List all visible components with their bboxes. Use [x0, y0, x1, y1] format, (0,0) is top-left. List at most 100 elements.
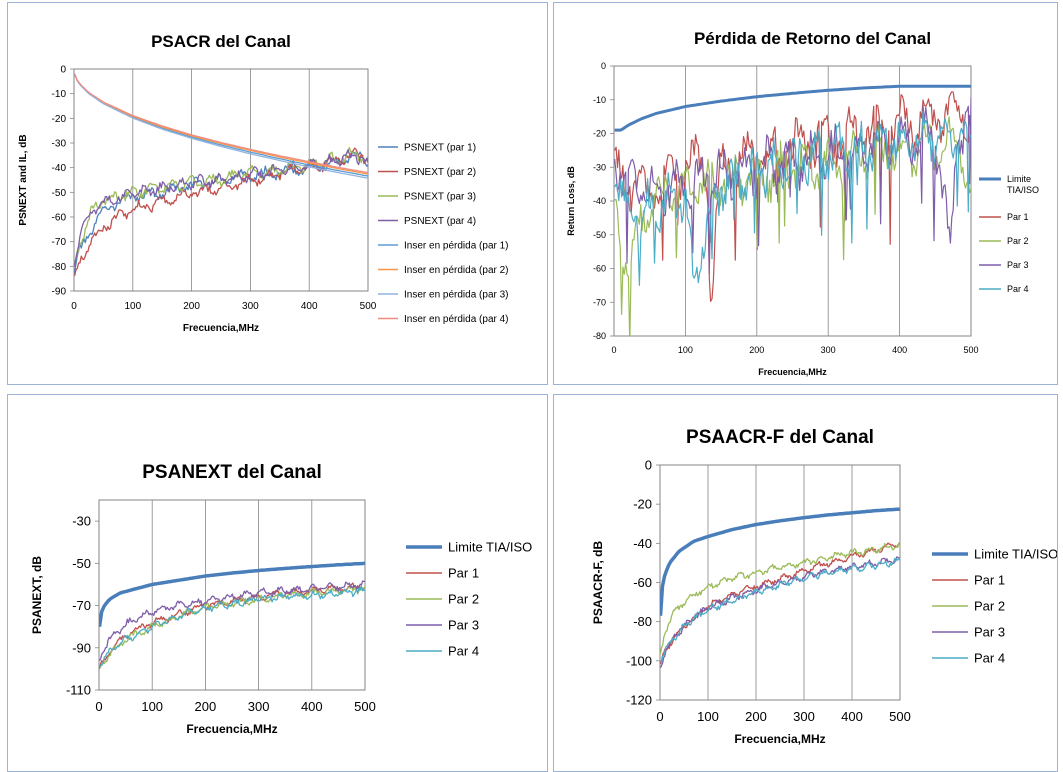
series-line	[99, 580, 365, 661]
plot-area	[73, 68, 369, 292]
y-tick-label: -80	[633, 614, 652, 629]
x-axis-label: Frecuencia,MHz	[758, 367, 827, 377]
y-tick-label: -40	[593, 196, 606, 206]
y-axis-label: PSANEXT, dB	[30, 556, 44, 634]
legend-label: PSNEXT (par 4)	[404, 216, 476, 227]
chart-panel-psanext: PSANEXT del Canal 0 100 200 300 400 500 -30 -50 -…	[7, 394, 548, 772]
y-tick-label: 0	[645, 458, 652, 473]
y-tick-label: -90	[52, 287, 67, 298]
y-tick-label: -110	[66, 683, 91, 698]
legend-label: PSNEXT (par 1)	[404, 143, 476, 154]
legend-label: Par 4	[448, 644, 479, 659]
series-line	[74, 73, 368, 174]
y-tick-label: -20	[593, 129, 606, 139]
legend-label: Inser en pérdida (par 3)	[404, 290, 509, 301]
chart-panel-psaacr-f: PSAACR-F del Canal 0 100 200 300 400 500 0 -20 -4…	[553, 394, 1058, 772]
legend-label: Par 3	[448, 618, 479, 633]
y-tick-label: -120	[626, 693, 652, 708]
series-line	[660, 557, 900, 663]
y-tick-label: -20	[633, 497, 652, 512]
y-tick-label: -30	[593, 162, 606, 172]
legend-label: Par 1	[974, 573, 1005, 588]
series-line	[614, 110, 971, 286]
legend-label: Par 4	[974, 651, 1005, 666]
y-tick-label: 0	[601, 61, 606, 71]
series-line	[99, 561, 365, 627]
x-tick-label: 200	[195, 699, 217, 714]
series-line	[614, 116, 971, 336]
legend-label: PSNEXT (par 3)	[404, 192, 476, 203]
legend-label: Limite TIA/ISO	[1007, 174, 1039, 195]
psaacr-f-chart: PSAACR-F del Canal 0 100 200 300 400 500 0 -20 -4…	[591, 427, 1057, 746]
x-tick-label: 100	[678, 345, 693, 355]
chart-title: PSAACR-F del Canal	[686, 427, 874, 448]
y-tick-label: -70	[593, 297, 606, 307]
legend-label: Par 2	[974, 599, 1005, 614]
x-tick-label: 200	[745, 709, 767, 724]
series-line	[660, 542, 900, 665]
legend-label: Par 3	[974, 625, 1005, 640]
legend-label: Limite TIA/ISO	[448, 540, 532, 555]
y-axis-label: PSNEXT and IL, dB	[18, 134, 29, 225]
x-axis-label: Frecuencia,MHz	[734, 732, 825, 746]
y-tick-label: -100	[626, 653, 652, 668]
x-tick-label: 500	[354, 699, 376, 714]
y-tick-label: -70	[52, 237, 67, 248]
x-tick-label: 400	[892, 345, 907, 355]
x-tick-label: 100	[124, 301, 141, 312]
legend-label: Par 1	[1007, 212, 1029, 222]
return-loss-chart: Pérdida de Retorno del Canal 0 100 200 300 40…	[566, 29, 1039, 377]
x-axis-label: Frecuencia,MHz	[186, 722, 277, 736]
x-tick-label: 300	[821, 345, 836, 355]
legend-label: Par 3	[1007, 260, 1029, 270]
legend-label: Inser en pérdida (par 4)	[404, 314, 509, 325]
chart-panel-psacr: PSACR del Canal 0 100 200 300 400 500 0 -10 -20 -3…	[7, 2, 548, 385]
series-line	[660, 556, 900, 668]
y-tick-label: -10	[52, 89, 67, 100]
x-tick-label: 500	[963, 345, 978, 355]
y-axis-label: Return Loss, dB	[566, 166, 576, 236]
series-line	[614, 97, 971, 275]
psacr-chart: PSACR del Canal 0 100 200 300 400 500 0 -10 -20 -3…	[18, 32, 509, 334]
y-tick-label: -90	[72, 640, 91, 655]
y-tick-label: -30	[52, 139, 67, 150]
y-tick-label: -30	[72, 514, 91, 529]
series-line	[660, 542, 900, 654]
x-tick-label: 500	[889, 709, 911, 724]
y-tick-label: -50	[52, 188, 67, 199]
y-tick-label: -10	[593, 95, 606, 105]
series-line	[74, 73, 368, 177]
series-line	[74, 73, 368, 179]
chart-title: Pérdida de Retorno del Canal	[694, 29, 931, 48]
x-axis-label: Frecuencia,MHz	[183, 323, 259, 334]
x-tick-label: 400	[301, 301, 318, 312]
y-tick-label: -50	[72, 556, 91, 571]
series-line	[614, 84, 971, 132]
y-tick-label: 0	[60, 65, 66, 76]
series-line	[74, 73, 368, 175]
legend-label: Inser en pérdida (par 2)	[404, 265, 509, 276]
series-line	[660, 507, 900, 616]
x-tick-label: 200	[749, 345, 764, 355]
x-tick-label: 300	[242, 301, 259, 312]
x-tick-label: 500	[360, 301, 377, 312]
y-axis-label: PSAACR-F, dB	[591, 541, 605, 625]
chart-title: PSANEXT del Canal	[142, 462, 322, 483]
legend-label: Inser en pérdida (par 1)	[404, 241, 509, 252]
x-tick-label: 400	[301, 699, 323, 714]
x-tick-label: 400	[841, 709, 863, 724]
legend-label: Par 4	[1007, 284, 1029, 294]
psanext-chart: PSANEXT del Canal 0 100 200 300 400 500 -30 -50 -…	[30, 462, 532, 736]
legend-label: Limite TIA/ISO	[974, 547, 1057, 562]
y-tick-label: -40	[52, 163, 67, 174]
legend-label: Par 2	[1007, 236, 1029, 246]
x-tick-label: 300	[793, 709, 815, 724]
y-tick-label: -50	[593, 230, 606, 240]
legend-label: PSNEXT (par 2)	[404, 167, 476, 178]
legend-label: Par 1	[448, 566, 479, 581]
chart-panel-return-loss: Pérdida de Retorno del Canal 0 100 200 300 40…	[553, 2, 1058, 385]
x-tick-label: 200	[183, 301, 200, 312]
plot-area	[613, 65, 972, 337]
x-tick-label: 100	[141, 699, 163, 714]
x-tick-label: 0	[71, 301, 77, 312]
